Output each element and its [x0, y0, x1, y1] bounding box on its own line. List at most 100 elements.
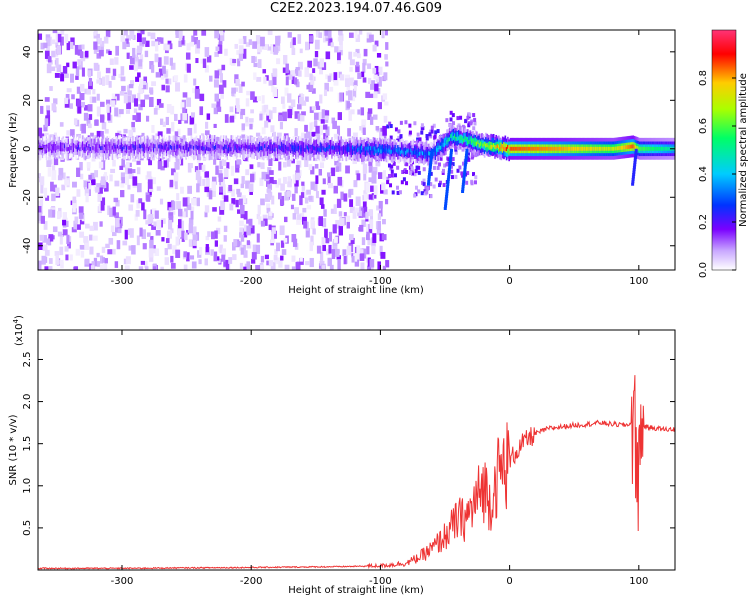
spectrogram-cell [368, 77, 372, 84]
spectrogram-cell [62, 219, 67, 226]
spectrogram-cell [361, 119, 367, 126]
spectrogram-cell [308, 82, 314, 92]
spectrogram-cell [69, 254, 73, 261]
y-tick-label: 40 [22, 45, 33, 58]
spectrogram-ridge-cell [371, 147, 374, 152]
spectrogram-cell [48, 209, 53, 218]
spectrogram-ridge-cell [350, 146, 353, 151]
spectrogram-cell [113, 96, 118, 102]
spectrogram-cell [213, 104, 218, 115]
spectrogram-ridge-cell [337, 145, 340, 150]
spectrogram-cell [321, 237, 325, 245]
spectrogram-ridge-cell [495, 145, 498, 150]
spectrogram-cell [38, 200, 42, 206]
spectrogram-cell [243, 228, 248, 238]
spectrogram-cell [100, 101, 105, 107]
spectrogram-cell [173, 172, 179, 182]
spectrogram-ridge-cell [507, 144, 509, 149]
spectrogram-cell [58, 167, 64, 178]
spectrogram-cell [429, 134, 433, 139]
spectrogram-ridge-cell [376, 149, 379, 153]
spectrogram-ridge-cell [309, 144, 312, 149]
spectrogram-cell [121, 158, 125, 168]
spectrogram-cell [228, 184, 233, 192]
spectrogram-ridge-cell [468, 135, 470, 145]
spectrogram-ridge-cell [292, 145, 295, 155]
spectrogram-cell [422, 178, 426, 183]
spectrogram-ridge-cell [39, 144, 41, 149]
spectrogram-ridge-cell [323, 147, 326, 152]
spectrogram-ridge-cell [380, 149, 383, 154]
spectrogram-streak-cell [633, 156, 637, 160]
spectrogram-cell [304, 197, 309, 204]
spectrogram-cell [265, 174, 270, 180]
spectrogram-ridge-cell [41, 144, 44, 149]
spectrogram-cell [88, 234, 93, 241]
spectrogram-cell [156, 98, 162, 106]
spectrogram-streak-cell [463, 163, 467, 167]
spectrogram-cell [458, 165, 462, 170]
spectrogram-cell [191, 35, 195, 44]
spectrogram-cell [389, 124, 393, 129]
spectrogram-cell [115, 199, 120, 207]
spectrogram-cell [260, 162, 265, 170]
spectrogram-cell [316, 130, 321, 141]
spectrogram-ridge-cell [112, 145, 115, 150]
spectrogram-cell [129, 65, 134, 70]
spectrogram-ridge-cell [280, 142, 283, 151]
spectrogram-streak-cell [449, 151, 453, 155]
spectrogram-cell [282, 176, 287, 184]
spectrogram-cell [93, 221, 98, 231]
spectrogram-cell [163, 56, 169, 65]
spectrogram-cell [367, 108, 373, 114]
spectrogram-cell [84, 240, 89, 250]
spectrogram-cell [396, 138, 400, 143]
spectrogram-cell [270, 125, 275, 133]
spectrogram-cell [108, 237, 114, 245]
spectrogram-cell [449, 110, 453, 115]
spectrogram-cell [192, 87, 197, 94]
spectrogram-streak-cell [428, 168, 432, 172]
spectrogram-ridge-cell [38, 145, 40, 150]
spectrogram-cell [267, 184, 273, 194]
spectrogram-cell [371, 179, 377, 184]
spectrogram-ridge-cell [384, 148, 386, 153]
spectrogram-cell [219, 30, 224, 36]
spectrogram-ridge-cell [349, 143, 352, 153]
spectrogram-ridge-cell [562, 146, 565, 151]
spectrogram-cell [238, 198, 243, 205]
spectrogram-ridge-cell [500, 144, 503, 149]
spectrogram-cell [296, 217, 302, 225]
spectrogram-cell [307, 60, 313, 68]
spectrogram-cell [73, 266, 79, 270]
spectrogram-ridge-cell [110, 145, 113, 150]
spectrogram-cell [44, 266, 49, 270]
spectrogram-cell [219, 160, 224, 170]
spectrogram-ridge-cell [394, 149, 397, 154]
spectrogram-cell [167, 243, 172, 250]
spectrogram-cell [430, 129, 434, 134]
spectrogram-cell [420, 126, 424, 131]
spectrogram-cell [165, 85, 170, 93]
spectrogram-ridge-cell [336, 147, 339, 152]
spectrogram-cell [124, 265, 130, 270]
spectrogram-cell [362, 201, 367, 211]
spectrogram-cell [260, 220, 265, 227]
spectrogram-cell [263, 44, 268, 50]
spectrogram-cell [348, 90, 353, 101]
spectrogram-cell [127, 96, 132, 103]
spectrogram-cell [193, 78, 197, 86]
spectrogram-streak-cell [426, 182, 430, 186]
spectrogram-cell [368, 161, 373, 167]
spectrogram-cell [348, 51, 353, 60]
spectrogram-cell [345, 165, 350, 174]
spectrogram-ridge-cell [229, 144, 231, 149]
spectrogram-cell [260, 255, 265, 263]
spectrogram-cell [252, 96, 258, 103]
spectrogram-cell [374, 83, 379, 92]
spectrogram-ridge-cell [115, 146, 118, 151]
spectrogram-cell [186, 63, 191, 73]
spectrogram-cell [136, 199, 140, 209]
snr-plot-area [38, 330, 675, 570]
spectrogram-cell [357, 72, 362, 79]
